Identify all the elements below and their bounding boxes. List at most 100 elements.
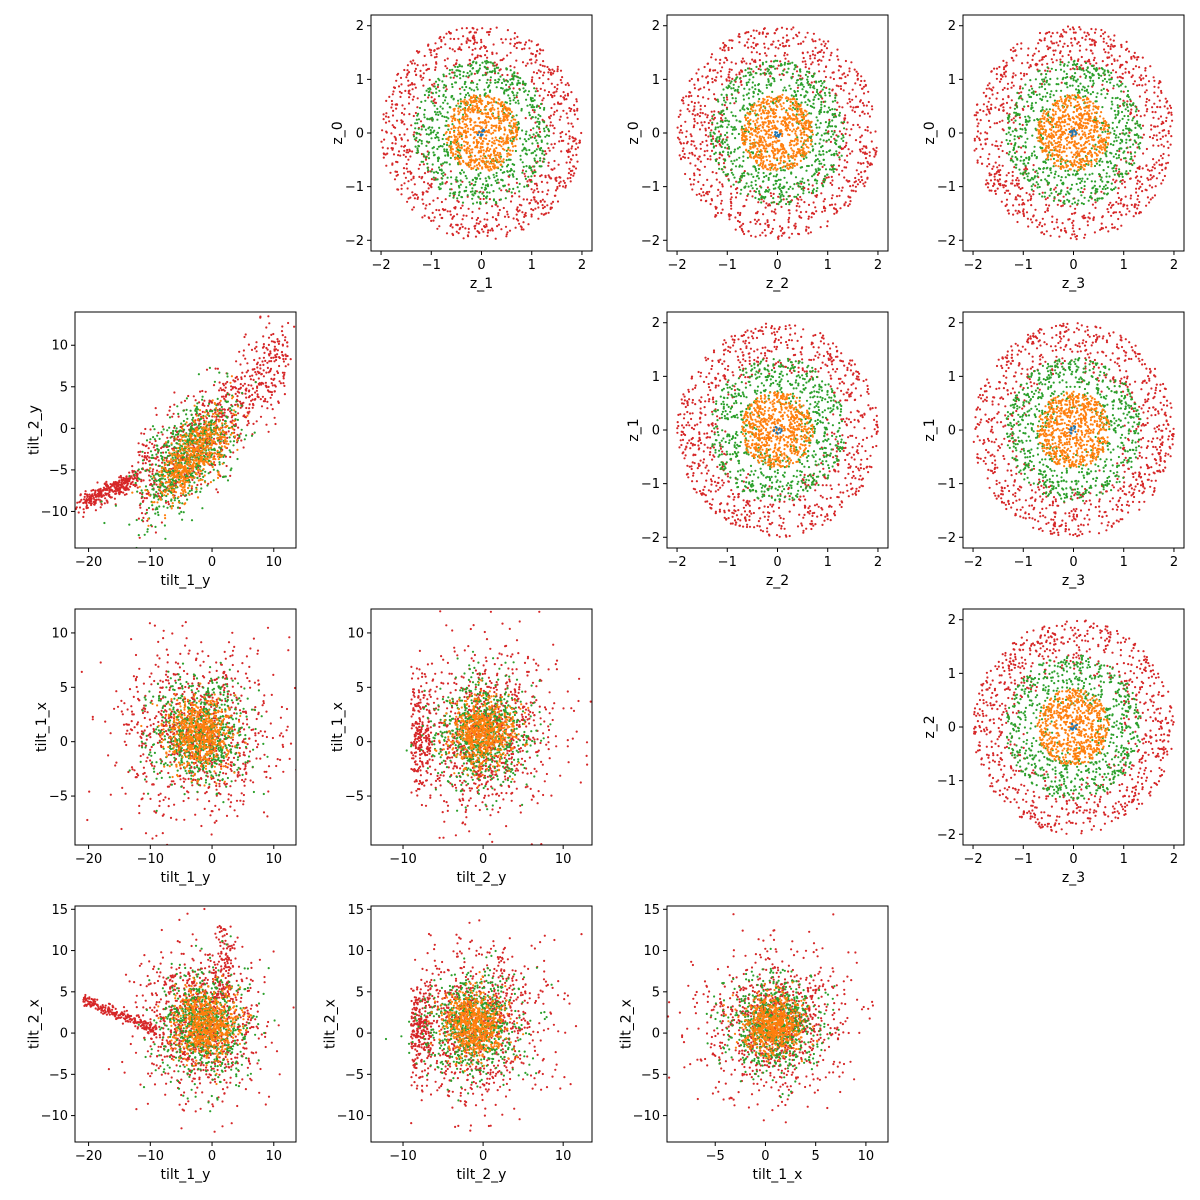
scatter-point (754, 235, 757, 238)
scatter-point (801, 144, 804, 147)
scatter-point (466, 142, 469, 146)
scatter-point (1168, 104, 1172, 107)
scatter-point (802, 192, 805, 195)
scatter-point (462, 35, 465, 38)
scatter-point (457, 102, 460, 105)
scatter-point (838, 156, 841, 159)
scatter-point (478, 136, 481, 139)
scatter-point (419, 75, 422, 78)
scatter-point (804, 73, 808, 76)
scatter-point (821, 82, 824, 85)
scatter-point (420, 139, 423, 143)
scatter-point (537, 113, 540, 116)
scatter-point (483, 188, 487, 191)
scatter-point (677, 115, 680, 118)
scatter-point (830, 135, 833, 138)
scatter-point (744, 185, 747, 188)
scatter-point (506, 134, 509, 137)
scatter-point (702, 183, 705, 187)
scatter-point (494, 70, 497, 73)
scatter-point (751, 58, 754, 61)
scatter-point (422, 202, 425, 205)
scatter-point (394, 103, 397, 106)
scatter-point (727, 123, 730, 126)
scatter-point (477, 108, 480, 111)
scatter-point (519, 137, 522, 140)
scatter-point (1144, 104, 1147, 107)
scatter-point (521, 61, 525, 64)
scatter-point (576, 146, 580, 149)
scatter-point (683, 156, 687, 159)
scatter-point (740, 125, 744, 128)
scatter-point (748, 151, 751, 154)
scatter-point (727, 73, 730, 76)
scatter-point (682, 155, 685, 158)
scatter-point (503, 103, 506, 106)
scatter-point (822, 55, 825, 58)
scatter-point (832, 170, 835, 173)
scatter-point (775, 108, 778, 112)
scatter-point (760, 196, 763, 199)
scatter-point (754, 88, 757, 91)
scatter-point (471, 187, 474, 190)
scatter-point (717, 161, 720, 165)
scatter-point (533, 87, 536, 90)
scatter-point (506, 118, 509, 122)
scatter-point (425, 204, 428, 207)
scatter-point (774, 67, 777, 70)
scatter-point (847, 148, 850, 151)
scatter-point (771, 125, 774, 128)
scatter-point (798, 216, 801, 219)
scatter-point (536, 187, 539, 190)
scatter-point (412, 177, 415, 180)
scatter-point (793, 195, 796, 198)
scatter-point (846, 161, 849, 164)
scatter-point (781, 134, 784, 138)
scatter-point (984, 138, 987, 141)
scatter-point (828, 204, 832, 207)
scatter-point (807, 83, 810, 86)
scatter-point (508, 109, 512, 112)
scatter-point (462, 75, 465, 78)
scatter-point (734, 100, 738, 103)
scatter-point (1009, 106, 1012, 109)
scatter-point (767, 133, 771, 136)
scatter-point (749, 118, 752, 121)
scatter-point (693, 124, 696, 127)
scatter-point (559, 95, 562, 98)
scatter-point (455, 146, 458, 150)
scatter-point (806, 179, 810, 182)
scatter-point (718, 137, 721, 141)
scatter-point (473, 165, 476, 168)
scatter-point (435, 61, 438, 64)
scatter-point (1003, 71, 1006, 74)
scatter-point (486, 185, 490, 188)
scatter-point (493, 96, 496, 100)
scatter-point (474, 190, 477, 193)
scatter-point (468, 87, 471, 90)
scatter-point (440, 200, 443, 204)
scatter-point (542, 82, 545, 85)
scatter-point (462, 237, 465, 240)
scatter-point (772, 192, 775, 195)
scatter-point (444, 182, 447, 185)
scatter-point (762, 160, 765, 163)
scatter-point (443, 59, 446, 62)
scatter-point (720, 124, 723, 127)
scatter-point (783, 61, 787, 64)
scatter-point (534, 61, 537, 64)
scatter-point (538, 94, 541, 97)
scatter-point (870, 140, 873, 143)
scatter-point (421, 193, 424, 196)
scatter-point (1032, 190, 1035, 193)
scatter-point (730, 87, 733, 90)
scatter-point (862, 182, 865, 185)
scatter-point (861, 102, 865, 105)
scatter-point (762, 167, 765, 170)
scatter-point (485, 59, 488, 63)
scatter-point (775, 137, 778, 140)
scatter-point (799, 119, 802, 123)
scatter-point (407, 92, 410, 95)
scatter-point (679, 158, 683, 161)
scatter-point (573, 113, 577, 116)
